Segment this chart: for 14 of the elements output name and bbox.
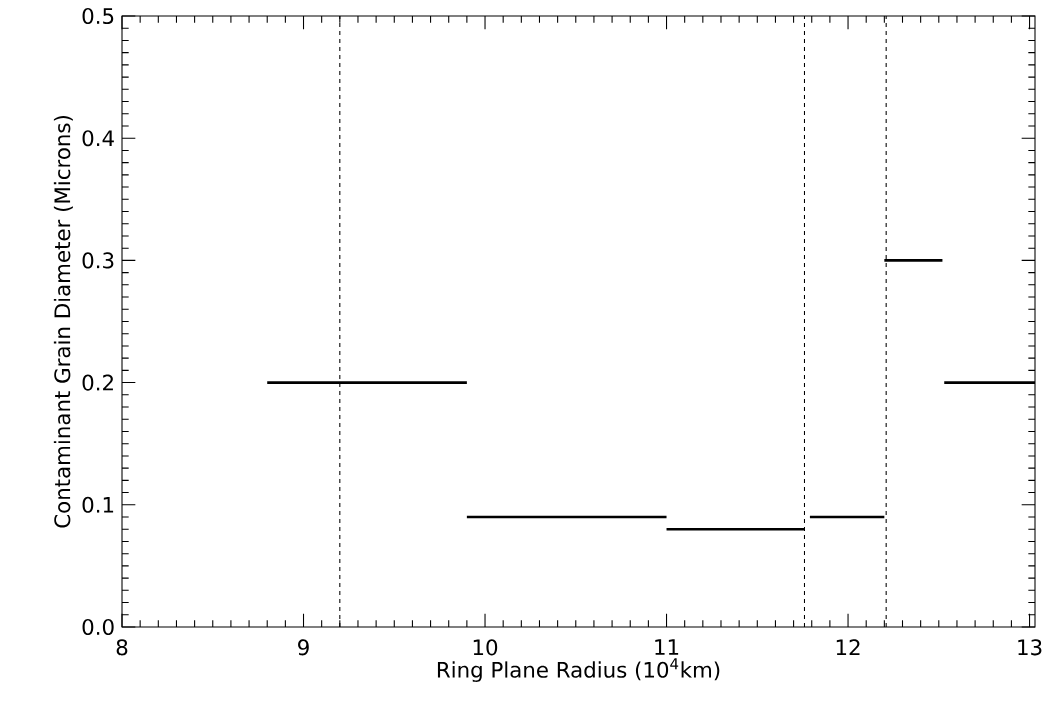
- x-axis-title: Ring Plane Radius (10$^{4}$km): [437, 658, 720, 682]
- y-tick-label: 0.5: [82, 7, 114, 25]
- x-tick-label: 9: [298, 639, 309, 656]
- x-tick-label: 8: [116, 639, 128, 656]
- x-tick-label: 13: [1018, 639, 1042, 656]
- y-tick-label: 0.0: [82, 618, 114, 636]
- y-axis-title: Contaminant Grain Diameter (Microns): [53, 116, 73, 528]
- x-tick-label: 11: [655, 639, 679, 655]
- y-tick-label: 0.4: [82, 130, 114, 147]
- y-tick-label: 0.3: [82, 252, 114, 269]
- y-tick-label: 0.1: [82, 496, 114, 513]
- x-tick-label: 12: [836, 639, 860, 656]
- x-tick-label: 10: [473, 639, 498, 656]
- y-tick-label: 0.2: [82, 374, 113, 391]
